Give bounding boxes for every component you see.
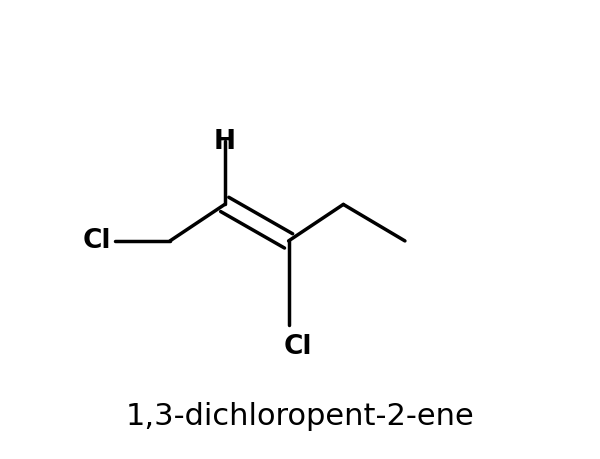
Text: Cl: Cl [283, 335, 312, 360]
Text: H: H [214, 129, 236, 155]
Text: 1,3-dichloropent-2-ene: 1,3-dichloropent-2-ene [125, 402, 475, 431]
Text: Cl: Cl [82, 228, 110, 254]
